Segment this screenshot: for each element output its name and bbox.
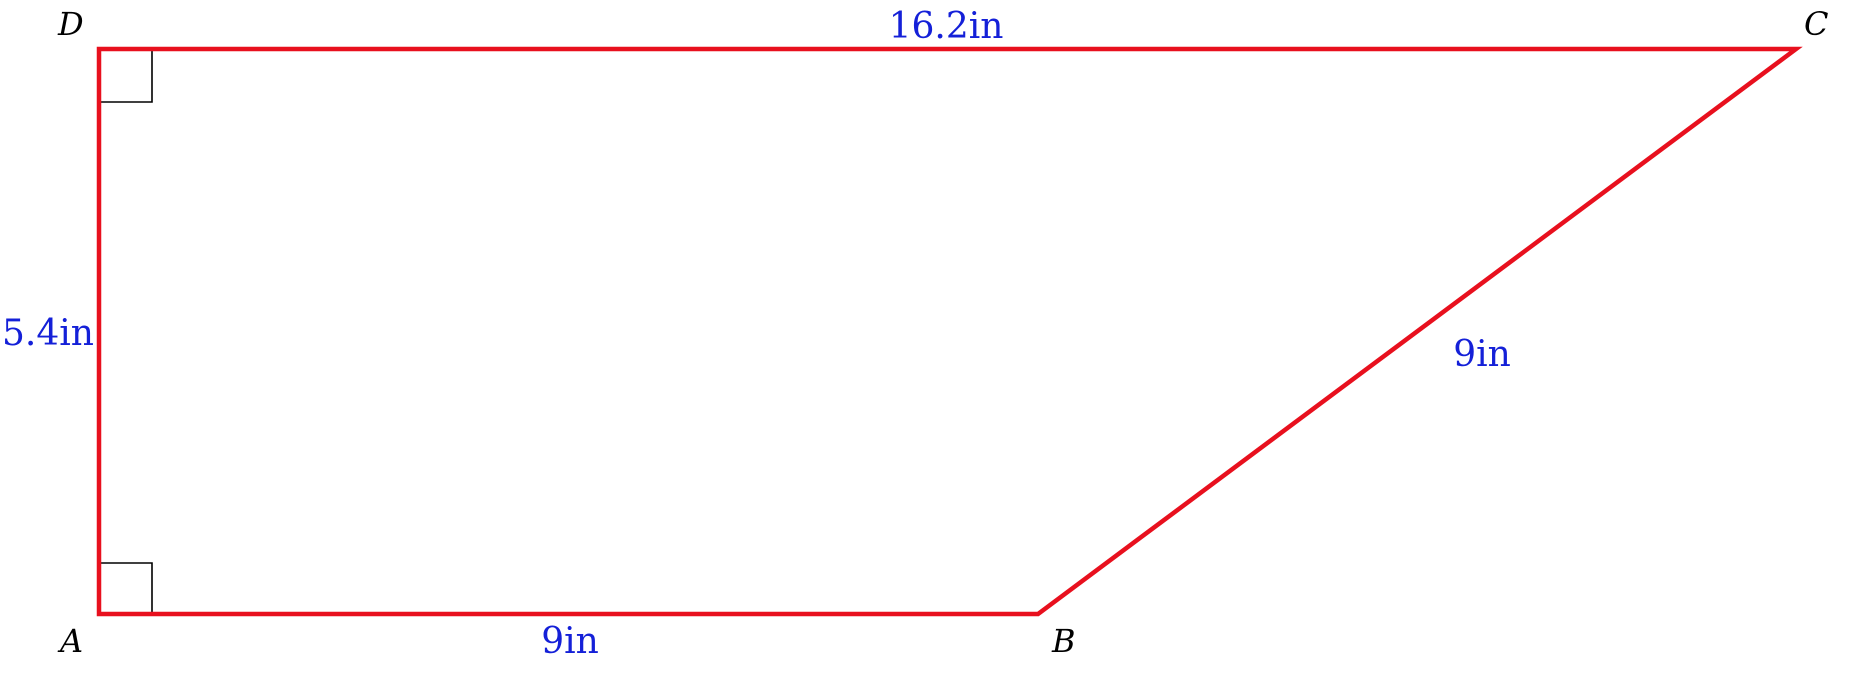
measure-label-bottom: 9in	[541, 621, 599, 662]
vertex-label-b: B	[1051, 622, 1076, 660]
measure-label-slant: 9in	[1453, 334, 1511, 375]
vertex-label-d: D	[57, 5, 84, 43]
vertex-label-a: A	[57, 622, 83, 660]
vertex-label-c: C	[1804, 5, 1828, 43]
trapezoid-outline	[96, 46, 1803, 617]
measure-label-top: 16.2in	[889, 6, 1004, 47]
right-angle-marker-d	[99, 48, 153, 103]
measure-label-left: 5.4in	[2, 313, 94, 354]
right-angle-marker-a	[99, 562, 153, 615]
